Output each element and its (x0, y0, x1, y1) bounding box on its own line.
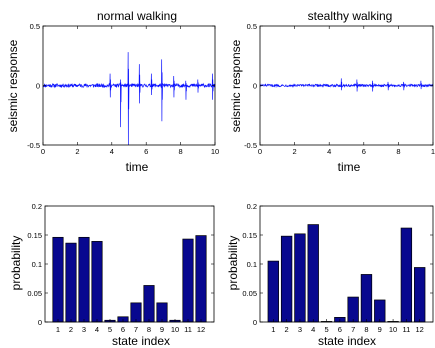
bar (143, 285, 155, 323)
x-axis-label: state index (112, 334, 170, 348)
x-tick-label: 2 (293, 147, 297, 156)
y-tick-label: 0.2 (247, 202, 257, 211)
plot-area: 0 2 4 6 8 10-0.500.5 (27, 22, 219, 156)
bar (195, 235, 207, 323)
bar (414, 267, 426, 323)
bar (182, 238, 194, 323)
x-tick-label: 2 (69, 325, 73, 334)
x-tick-label: 9 (378, 325, 382, 334)
bar (307, 224, 319, 323)
x-tick-label: 4 (95, 325, 99, 334)
bar (374, 299, 386, 323)
x-tick-label: 8 (179, 147, 183, 156)
x-tick-label: 2 (285, 325, 289, 334)
y-tick-label: -0.5 (244, 141, 257, 150)
chart-title: normal walking (97, 9, 177, 23)
x-tick-label: 10 (211, 147, 219, 156)
x-tick-label: 8 (147, 325, 151, 334)
x-tick-label: 8 (396, 147, 400, 156)
x-tick-label: 10 (171, 325, 179, 334)
panel-normal-walking: normal walking 0 2 4 6 8 10-0.500.5 time seis… (6, 9, 219, 174)
y-tick-label: 0.1 (247, 260, 257, 269)
signal-trace (259, 78, 434, 92)
x-tick-label: 11 (402, 325, 410, 334)
chart-title: stealthy walking (308, 9, 393, 23)
y-axis-label: probability (226, 236, 240, 291)
signal-trace (42, 52, 216, 146)
y-axis-label: seismic response (6, 39, 20, 132)
x-tick-label: 1 (431, 147, 435, 156)
x-tick-label: 10 (389, 325, 397, 334)
x-axis-label: time (126, 160, 149, 174)
x-tick-label: 1 (56, 325, 60, 334)
bar (360, 274, 373, 323)
bar (400, 227, 413, 323)
x-axis-label: state index (318, 334, 376, 348)
x-tick-label: 1 (271, 325, 275, 334)
x-tick-label: 4 (327, 147, 331, 156)
x-tick-label: 12 (197, 325, 205, 334)
x-tick-label: 6 (362, 147, 366, 156)
x-tick-label: 4 (311, 325, 315, 334)
bar (280, 235, 293, 323)
y-tick-label: 0.15 (242, 231, 257, 240)
y-axis-label: seismic response (229, 39, 243, 132)
x-tick-label: 5 (324, 325, 328, 334)
y-tick-label: 0 (253, 82, 257, 91)
bar (78, 236, 90, 323)
x-tick-label: 6 (121, 325, 125, 334)
x-tick-label: 6 (144, 147, 148, 156)
panel-stealthy-walking: stealthy walking 0 2 4 6 8 1-0.500.5 time sei… (229, 9, 435, 174)
y-axis-label: probability (9, 236, 23, 291)
x-tick-label: 4 (110, 147, 114, 156)
y-tick-label: -0.5 (27, 141, 40, 150)
bar (91, 241, 103, 323)
x-tick-label: 0 (41, 147, 45, 156)
y-tick-label: 0.05 (242, 289, 257, 298)
bar (52, 236, 64, 323)
y-tick-label: 0.5 (30, 22, 40, 31)
x-tick-label: 5 (108, 325, 112, 334)
x-tick-label: 6 (338, 325, 342, 334)
y-tick-label: 0 (253, 318, 257, 327)
bar (65, 242, 77, 323)
y-tick-label: 0.2 (32, 202, 42, 211)
y-tick-label: 0.1 (32, 260, 42, 269)
x-tick-label: 3 (82, 325, 86, 334)
bar (294, 233, 306, 323)
x-tick-label: 11 (184, 325, 192, 334)
y-tick-label: 0 (38, 318, 42, 327)
bar (347, 296, 359, 323)
x-tick-label: 9 (160, 325, 164, 334)
x-tick-label: 8 (364, 325, 368, 334)
x-tick-label: 3 (298, 325, 302, 334)
y-tick-label: 0.5 (247, 22, 257, 31)
y-tick-label: 0.05 (27, 289, 42, 298)
x-tick-label: 12 (416, 325, 424, 334)
x-tick-label: 7 (351, 325, 355, 334)
x-tick-label: 2 (75, 147, 79, 156)
plot-area: 0 2 4 6 8 1-0.500.5 (244, 22, 435, 156)
x-axis-label: time (338, 160, 361, 174)
y-tick-label: 0 (36, 82, 40, 91)
x-tick-label: 0 (258, 147, 262, 156)
y-tick-label: 0.15 (27, 231, 42, 240)
x-tick-label: 7 (134, 325, 138, 334)
bar (267, 260, 279, 323)
